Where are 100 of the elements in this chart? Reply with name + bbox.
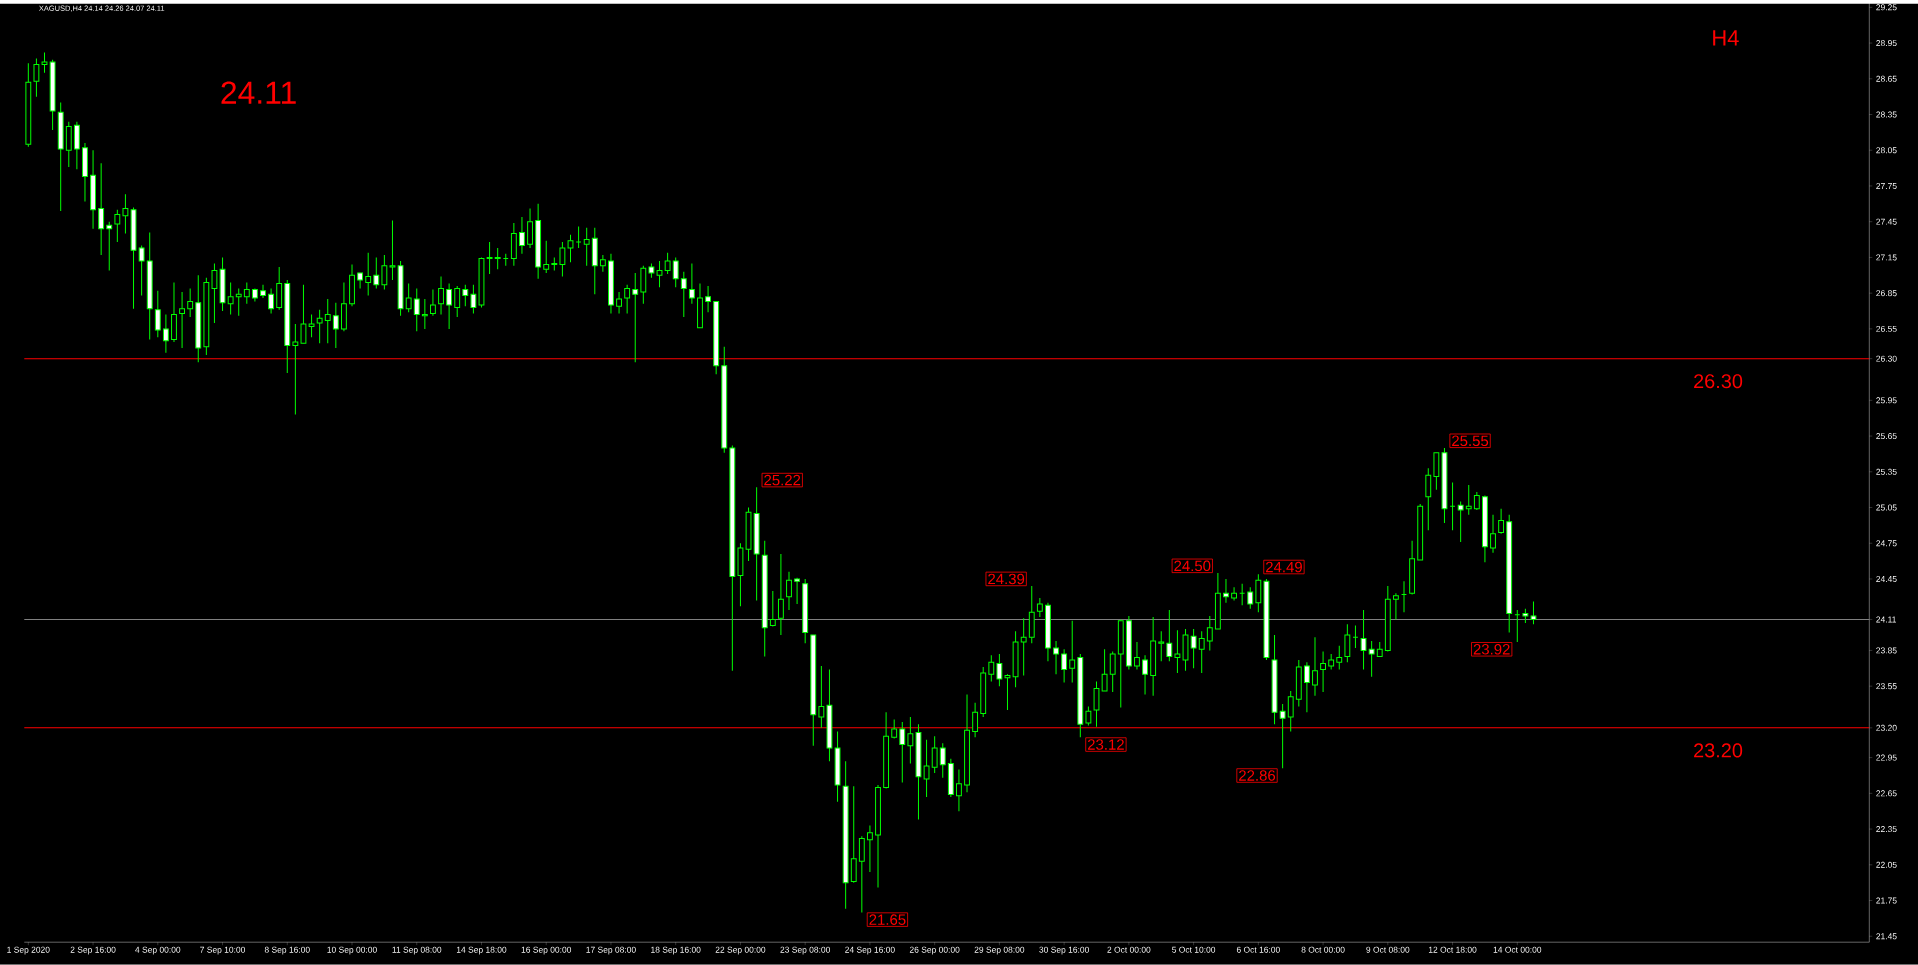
candlestick	[866, 825, 873, 873]
candlestick	[1392, 592, 1399, 621]
candlestick	[381, 254, 388, 291]
x-tick-label: 8 Oct 00:00	[1301, 946, 1345, 953]
y-tick-label: 27.45	[1876, 218, 1897, 225]
candlestick	[405, 283, 412, 313]
candlestick	[672, 257, 679, 288]
candlestick	[599, 254, 606, 273]
candlestick	[1134, 641, 1140, 671]
candlestick	[324, 298, 331, 344]
candlestick	[1498, 508, 1505, 535]
candlestick	[494, 247, 501, 270]
y-tick-label: 28.95	[1876, 40, 1897, 47]
candlestick	[1465, 484, 1472, 516]
y-tick-label: 22.65	[1876, 790, 1897, 797]
candlestick	[413, 287, 420, 332]
y-tick-label: 27.75	[1876, 183, 1897, 190]
x-tick-label: 1 Sep 2020	[7, 946, 50, 955]
x-tick-label: 26 Sep 00:00	[909, 946, 960, 955]
candlestick	[818, 665, 825, 729]
y-tick-label: 22.95	[1876, 754, 1897, 761]
annotation: 24.49	[1265, 561, 1302, 573]
candlestick	[1247, 586, 1254, 610]
candlestick	[235, 287, 242, 317]
candlestick	[73, 121, 80, 170]
candlestick	[33, 58, 40, 98]
y-tick-label: 25.05	[1876, 504, 1897, 511]
candlestick	[462, 284, 469, 307]
candlestick	[907, 716, 914, 765]
y-tick-label: 26.85	[1876, 290, 1897, 297]
candlestick	[65, 121, 72, 168]
x-tick-label: 30 Sep 16:00	[1039, 946, 1089, 955]
candlestick	[640, 265, 647, 305]
candlestick	[1085, 705, 1092, 727]
candlestick	[680, 271, 687, 318]
candlestick	[365, 252, 372, 297]
annotation: 23.12	[1087, 739, 1124, 750]
y-tick-label: 22.05	[1876, 861, 1897, 868]
candlestick	[850, 785, 857, 884]
candlestick	[430, 289, 436, 317]
y-tick-label: 26.55	[1876, 325, 1897, 332]
candlestick	[276, 266, 283, 311]
candlestick	[777, 553, 784, 636]
candlestick	[454, 285, 461, 318]
candlestick	[114, 209, 121, 243]
candlestick	[575, 226, 582, 249]
candlestick	[243, 282, 250, 305]
candlestick	[1303, 661, 1310, 713]
y-tick-label: 28.05	[1876, 147, 1897, 154]
candlestick	[1198, 630, 1205, 674]
x-tick-label: 4 Sep 00:00	[135, 946, 181, 955]
candlestick	[154, 290, 161, 338]
candlestick	[227, 282, 234, 316]
candlestick	[1360, 609, 1367, 671]
candlestick	[1312, 636, 1318, 697]
x-tick-label: 16 Sep 00:00	[521, 946, 572, 955]
x-tick-label: 9 Oct 08:00	[1366, 946, 1410, 953]
candlestick	[1166, 609, 1173, 662]
candlestick	[179, 291, 185, 349]
candlestick	[583, 227, 590, 267]
candlestick	[1457, 501, 1464, 543]
x-tick-label: 14 Oct 00:00	[1493, 946, 1542, 953]
x-tick-label: 5 Oct 10:00	[1172, 946, 1216, 953]
candlestick	[1425, 467, 1432, 531]
candlestick	[1530, 601, 1537, 625]
candlestick	[688, 262, 695, 305]
annotation: 23.92	[1473, 644, 1510, 655]
annotation: 25.22	[764, 474, 801, 486]
annotation: H4	[1713, 30, 1739, 46]
x-tick-label: 17 Sep 08:00	[586, 946, 636, 955]
candlestick	[162, 314, 169, 354]
annotation: 21.65	[869, 914, 906, 925]
candlestick	[567, 234, 574, 263]
candlestick	[624, 284, 631, 314]
candlestick	[1231, 586, 1237, 601]
x-tick-label: 22 Sep 00:00	[715, 946, 766, 955]
candlestick	[292, 323, 299, 416]
y-tick-label: 29.25	[1876, 4, 1897, 11]
x-tick-label: 2 Oct 00:00	[1107, 946, 1151, 953]
candlestick	[543, 240, 550, 274]
x-tick-label: 11 Sep 08:00	[392, 946, 442, 955]
candlestick	[931, 735, 938, 774]
y-tick-label: 27.15	[1876, 254, 1897, 261]
candlestick	[1490, 514, 1496, 554]
candlestick	[632, 272, 639, 363]
candlestick	[1158, 630, 1165, 662]
y-tick-label: 28.35	[1876, 111, 1897, 118]
candlestick	[1101, 648, 1108, 692]
y-tick-label: 28.65	[1876, 75, 1897, 82]
candlestick	[1174, 629, 1181, 674]
candlestick	[1433, 452, 1440, 491]
x-tick-label: 29 Sep 08:00	[974, 946, 1025, 955]
candlestick	[470, 284, 477, 314]
candlestick	[559, 241, 566, 278]
ref-line-label: 23.20	[1694, 743, 1743, 758]
candlestick	[1069, 620, 1076, 684]
x-tick-label: 2 Sep 16:00	[70, 946, 116, 955]
candlestick	[106, 221, 113, 272]
candlestick	[786, 571, 792, 611]
annotation: 24.50	[1174, 560, 1211, 572]
